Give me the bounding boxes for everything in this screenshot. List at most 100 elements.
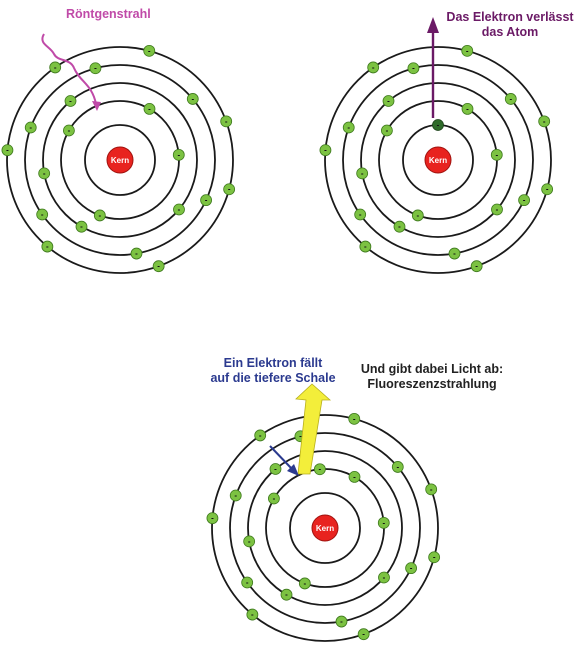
nucleus bbox=[424, 146, 452, 174]
xray-wave bbox=[41, 33, 97, 105]
electron-charge: - bbox=[246, 578, 249, 587]
electron-charge: - bbox=[54, 63, 57, 72]
electron bbox=[378, 571, 390, 584]
electron-charge: - bbox=[347, 123, 350, 132]
electron bbox=[407, 62, 420, 75]
electron-charge: - bbox=[94, 64, 97, 73]
electron bbox=[359, 240, 372, 253]
electron bbox=[470, 260, 483, 273]
electron-shell-5 bbox=[211, 414, 439, 642]
electron bbox=[357, 628, 370, 641]
electron bbox=[393, 220, 406, 233]
electron-charge: - bbox=[543, 117, 546, 126]
electron-charge: - bbox=[383, 573, 386, 582]
electron bbox=[152, 260, 165, 273]
electron bbox=[504, 93, 517, 105]
electron bbox=[354, 208, 367, 221]
electron-charge: - bbox=[495, 150, 498, 159]
electron bbox=[1, 144, 14, 157]
atom-electron-ejected: Kern - - - - - - - - - - - - - - - - - - - - - - bbox=[319, 17, 554, 274]
electron-charge: - bbox=[453, 249, 456, 258]
electron bbox=[206, 512, 219, 525]
electron bbox=[391, 461, 404, 473]
electron bbox=[143, 103, 156, 115]
electron bbox=[428, 551, 441, 564]
fall-label-line2: auf die tiefere Schale bbox=[210, 371, 336, 385]
electron bbox=[411, 209, 424, 222]
electron bbox=[348, 471, 361, 483]
electron-charge: - bbox=[364, 242, 367, 251]
electron-charge: - bbox=[46, 242, 49, 251]
electron-charge: - bbox=[475, 262, 478, 271]
electron-charge: - bbox=[98, 211, 101, 220]
electron-charge: - bbox=[372, 63, 375, 72]
fall-label: Ein Elektron fällt auf die tiefere Schal… bbox=[198, 356, 348, 386]
electron bbox=[313, 463, 326, 476]
fluorescence-label-line1: Und gibt dabei Licht ab: bbox=[360, 362, 504, 376]
electron-charge: - bbox=[248, 537, 251, 546]
electron bbox=[186, 93, 199, 105]
electron-charge: - bbox=[29, 123, 32, 132]
electron bbox=[335, 615, 348, 628]
electron bbox=[382, 95, 395, 107]
electron bbox=[298, 577, 311, 590]
electron bbox=[490, 148, 503, 161]
electron bbox=[64, 95, 77, 107]
electron-charge: - bbox=[398, 222, 401, 231]
electron bbox=[130, 247, 143, 260]
electron bbox=[89, 62, 102, 75]
electron-charge: - bbox=[157, 262, 160, 271]
ejection-label-line2: das Atom bbox=[481, 25, 539, 39]
electron-charge: - bbox=[430, 485, 433, 494]
fall-label-line1: Ein Elektron fällt bbox=[223, 356, 323, 370]
electron bbox=[200, 194, 212, 207]
nucleus-label: Kern bbox=[316, 524, 334, 533]
ejection-label-line1: Das Elektron verlässt bbox=[446, 10, 574, 24]
electron-charge: - bbox=[410, 564, 413, 573]
electron-charge: - bbox=[177, 150, 180, 159]
electron-charge: - bbox=[299, 432, 302, 441]
fluorescence-light-beam bbox=[295, 383, 332, 475]
electron bbox=[342, 121, 355, 134]
nucleus bbox=[106, 146, 134, 174]
electron bbox=[461, 44, 474, 57]
electron-charge: - bbox=[225, 117, 228, 126]
electron-charge: - bbox=[496, 205, 499, 214]
electron bbox=[348, 412, 361, 425]
electron-charge: - bbox=[259, 431, 262, 440]
electron bbox=[173, 203, 185, 216]
electron-charge: - bbox=[466, 104, 469, 113]
fall-arrow-line bbox=[269, 445, 293, 470]
electron-charge: - bbox=[68, 126, 71, 135]
atom-xray-incident: Kern - - - - - - - - - - - - - - - - - - - - - bbox=[1, 33, 236, 274]
electron-charge: - bbox=[43, 169, 46, 178]
electron bbox=[538, 115, 551, 128]
electron bbox=[541, 183, 554, 196]
electron-shell-1 bbox=[289, 492, 361, 564]
electron bbox=[49, 61, 62, 74]
electron bbox=[367, 61, 380, 74]
electron-charge: - bbox=[546, 185, 549, 194]
electron-charge: - bbox=[382, 518, 385, 527]
electron-charge: - bbox=[69, 97, 72, 106]
electron bbox=[356, 167, 369, 180]
electron bbox=[425, 483, 438, 496]
electron-shell-1 bbox=[84, 124, 156, 196]
electron bbox=[269, 463, 282, 475]
electron bbox=[246, 608, 259, 621]
electron-charge: - bbox=[340, 617, 343, 626]
electron-shell-5 bbox=[324, 46, 552, 274]
electron bbox=[268, 492, 280, 505]
fluorescence-label: Und gibt dabei Licht ab: Fluoreszenzstra… bbox=[352, 362, 512, 392]
electron-charge: - bbox=[303, 579, 306, 588]
electron-charge: - bbox=[416, 211, 419, 220]
fall-arrowhead bbox=[287, 464, 299, 476]
electron-shell-3 bbox=[247, 450, 403, 606]
electron bbox=[377, 516, 390, 529]
electron-charge: - bbox=[387, 97, 390, 106]
electron-charge: - bbox=[211, 514, 214, 523]
nucleus bbox=[311, 514, 339, 542]
electron-shell-4 bbox=[342, 64, 534, 256]
fluorescence-label-line2: Fluoreszenzstrahlung bbox=[367, 377, 497, 391]
